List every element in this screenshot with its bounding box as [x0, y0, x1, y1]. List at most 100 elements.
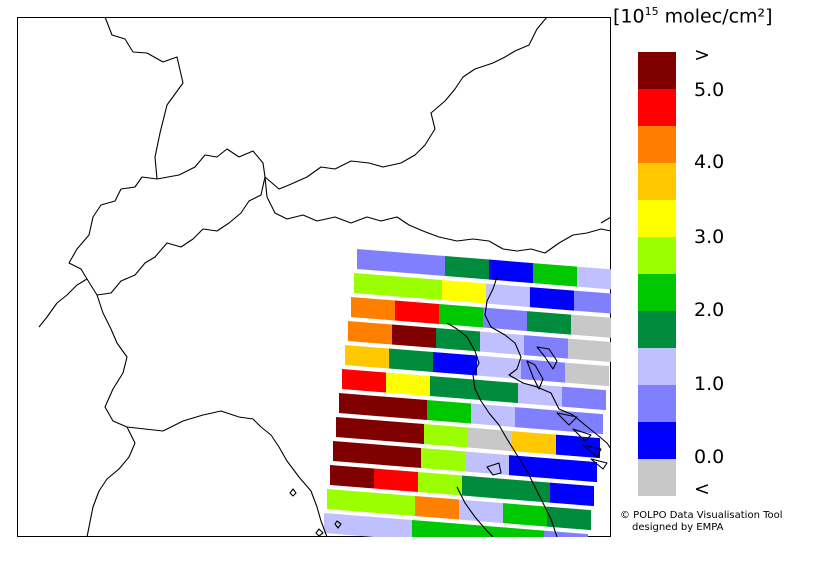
swath-pixel [383, 396, 427, 421]
swath-pixel [577, 266, 611, 290]
swath-pixel [439, 304, 483, 328]
swath-pixel [553, 458, 597, 483]
border-switzerland-north [68, 176, 158, 286]
swath-pixel [395, 300, 439, 325]
swath-pixel [486, 283, 530, 308]
credit-line-1: © POLPO Data Visualisation Tool [620, 510, 783, 521]
map-canvas [17, 17, 611, 537]
island-small-3 [315, 528, 324, 537]
country-borders [38, 17, 611, 537]
swath-pixel [521, 359, 565, 383]
swath-pixel [518, 383, 562, 407]
swath-pixel [348, 321, 392, 345]
legend-color-bin [638, 459, 676, 496]
swath-pixel [547, 506, 591, 531]
swath-pixel [339, 393, 383, 417]
swath-pixel [477, 355, 521, 380]
swath-pixel [465, 451, 509, 476]
swath-pixel [392, 324, 436, 349]
swath-pixel [459, 499, 503, 524]
swath-pixel [351, 297, 395, 321]
swath-pixel [506, 479, 550, 503]
swath-pixel [474, 379, 518, 404]
swath-pixel [489, 259, 533, 284]
swath-pixel [445, 256, 489, 280]
swath-pixel [357, 249, 401, 273]
island-krk [536, 346, 558, 370]
swath-pixel [500, 527, 544, 537]
legend-tick-label: 2.0 [694, 299, 725, 321]
border-austria-south [264, 176, 611, 254]
border-germany-switzerland [156, 148, 266, 180]
islands-dalmatia [556, 412, 608, 470]
legend-tick-label: 0.0 [694, 446, 725, 468]
swath-pixel [568, 338, 611, 363]
swath-pixel [374, 468, 418, 493]
swath-pixel [436, 328, 480, 352]
swath-pixel [468, 427, 512, 452]
swath-pixel [442, 280, 486, 304]
swath-pixel [471, 403, 515, 428]
border-italy-interior [456, 486, 494, 537]
border-france-italy [86, 294, 136, 537]
swath-pixel [345, 345, 389, 369]
swath-pixel [386, 372, 430, 397]
swath-pixel [380, 420, 424, 445]
legend-tick-label: 4.0 [694, 151, 725, 173]
swath-pixel [401, 252, 445, 277]
swath-pixel [512, 431, 556, 455]
swath-pixel [562, 386, 606, 411]
swath-pixel [389, 348, 433, 373]
legend-color-bin [638, 126, 676, 163]
coast-italy-east [446, 322, 558, 537]
legend-color-bin [638, 348, 676, 385]
swath-pixel [433, 352, 477, 376]
swath-pixel [430, 376, 474, 400]
swath-pixel [330, 465, 374, 489]
swath-pixel [515, 407, 559, 431]
legend-color-bin [638, 385, 676, 422]
legend-tick-label: 1.0 [694, 373, 725, 395]
swath-pixel [377, 444, 421, 469]
swath-pixel [427, 400, 471, 424]
swath-pixel [530, 287, 574, 311]
island-cres [526, 360, 544, 390]
swath-pixel [565, 362, 609, 387]
legend-unit-label: [1015 molec/cm²] [613, 5, 773, 28]
legend-color-bin [638, 422, 676, 459]
swath-pixel [333, 441, 377, 465]
swath-pixel [574, 290, 611, 314]
border-san-marino [486, 462, 502, 476]
swath-pixel [342, 369, 386, 393]
swath-pixel [483, 307, 527, 332]
swath-pixel [327, 489, 371, 513]
swath-pixel [462, 475, 506, 500]
swath-pixel [509, 455, 553, 479]
swath-pixel [421, 448, 465, 472]
swath-pixel [571, 314, 611, 338]
legend-color-bin [638, 274, 676, 311]
border-switzerland-italy [86, 176, 266, 296]
swath-pixel [524, 335, 568, 359]
border-switzerland-france [38, 284, 78, 328]
swath-pixel [415, 496, 459, 520]
swath-pixel [371, 492, 415, 517]
legend-color-bin [638, 237, 676, 274]
swath-pixel [336, 417, 380, 441]
swath-pixel [354, 273, 398, 297]
coast-liguria [126, 410, 328, 537]
legend-tick-label: > [694, 44, 710, 66]
border-france-germany [104, 17, 184, 180]
swath-pixel [480, 331, 524, 356]
island-small-2 [334, 520, 342, 529]
legend-tick-label: 5.0 [694, 79, 725, 101]
legend-tick-label: < [694, 478, 710, 500]
swath-pixel [527, 311, 571, 335]
swath-pixel [398, 276, 442, 301]
legend-color-bin [638, 52, 676, 89]
legend-color-bin [638, 89, 676, 126]
border-austria-germany [264, 17, 548, 190]
legend-color-bin [638, 200, 676, 237]
color-legend [638, 52, 676, 496]
swath-pixel [412, 520, 456, 537]
